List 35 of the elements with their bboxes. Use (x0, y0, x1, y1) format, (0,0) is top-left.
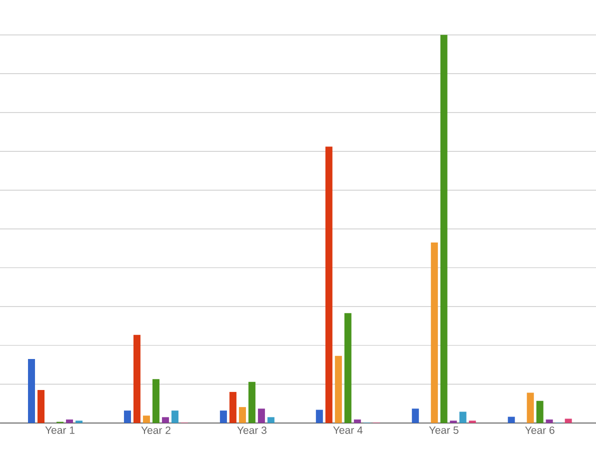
x-tick-label: Year 1 (45, 426, 74, 434)
bar (162, 417, 169, 423)
bar (536, 400, 544, 423)
bar (430, 242, 438, 423)
bar (508, 416, 515, 423)
bar (412, 408, 419, 423)
x-tick-label: Year 3 (237, 426, 266, 434)
x-tick-label: Year 4 (333, 426, 363, 434)
bar (354, 419, 361, 423)
bar (316, 410, 323, 423)
bar (133, 334, 140, 423)
bar (66, 419, 73, 423)
bar (440, 34, 448, 423)
bar (142, 416, 150, 423)
x-tick-label: Year 6 (525, 426, 554, 434)
bar (152, 379, 160, 423)
bar (459, 412, 466, 423)
x-tick-label: Year 5 (429, 426, 458, 434)
bar (248, 382, 256, 423)
bar (344, 313, 352, 423)
bar (526, 392, 534, 423)
bar (37, 390, 44, 423)
bar (267, 417, 274, 423)
bar (325, 146, 332, 423)
bar (28, 358, 35, 423)
bar (220, 410, 227, 423)
bar (258, 408, 265, 423)
bar (124, 410, 131, 423)
bar (229, 392, 236, 423)
bar (546, 419, 553, 423)
bar (564, 418, 572, 423)
bar (238, 407, 246, 423)
bar (171, 410, 178, 423)
bar (334, 356, 342, 423)
x-tick-label: Year 2 (141, 426, 170, 434)
